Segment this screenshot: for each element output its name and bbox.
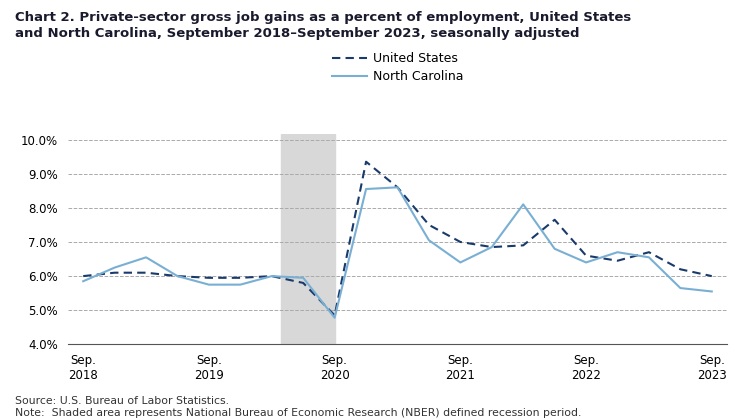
Legend: United States, North Carolina: United States, North Carolina bbox=[332, 52, 464, 84]
Text: Chart 2. Private-sector gross job gains as a percent of employment, United State: Chart 2. Private-sector gross job gains … bbox=[15, 10, 632, 24]
Text: Source: U.S. Bureau of Labor Statistics.
Note:  Shaded area represents National : Source: U.S. Bureau of Labor Statistics.… bbox=[15, 396, 581, 418]
Bar bbox=[281, 134, 334, 344]
Text: and North Carolina, September 2018–September 2023, seasonally adjusted: and North Carolina, September 2018–Septe… bbox=[15, 27, 580, 40]
